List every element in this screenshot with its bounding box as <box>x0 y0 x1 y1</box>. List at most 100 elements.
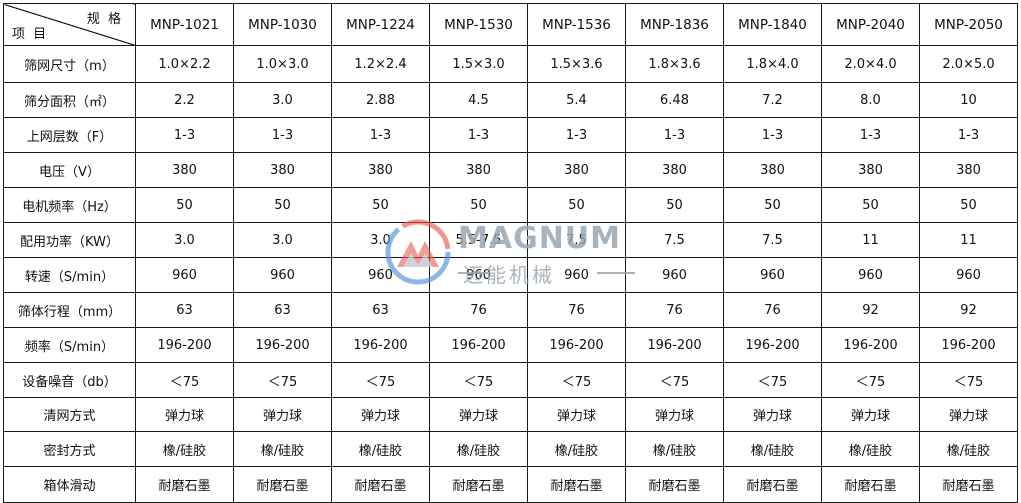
table-cell: 4.5 <box>429 82 528 118</box>
table-cell: 1-3 <box>919 117 1018 153</box>
table-cell: 380 <box>135 152 234 188</box>
table-row: 上网层数（F） 1-3 1-3 1-3 1-3 1-3 1-3 1-3 1-3 1-3 <box>3 117 1018 153</box>
table-cell: 63 <box>331 292 430 328</box>
model-header-cell: MNP-1021 <box>135 3 234 46</box>
table-cell: 橡/硅胶 <box>723 431 822 467</box>
model-header-cell: MNP-1536 <box>527 3 626 46</box>
table-cell: 弹力球 <box>331 397 430 432</box>
table-cell: 耐磨石墨 <box>331 466 430 503</box>
table-cell: 弹力球 <box>625 397 724 432</box>
table-cell: 橡/硅胶 <box>135 431 234 467</box>
table-cell: 弹力球 <box>919 397 1018 432</box>
table-cell: 1.8×3.6 <box>625 45 724 83</box>
table-row: 箱体滑动 耐磨石墨 耐磨石墨 耐磨石墨 耐磨石墨 耐磨石墨 耐磨石墨 耐磨石墨 耐磨石墨 耐磨石墨 <box>3 466 1018 503</box>
table-cell: 76 <box>429 292 528 328</box>
table-cell: 960 <box>625 257 724 293</box>
table-cell: 1-3 <box>821 117 920 153</box>
table-cell: 960 <box>331 257 430 293</box>
model-header-cell: MNP-1836 <box>625 3 724 46</box>
table-cell: 380 <box>919 152 1018 188</box>
table-cell: 耐磨石墨 <box>919 466 1018 503</box>
row-label: 电机频率（Hz） <box>3 187 136 223</box>
table-cell: 380 <box>429 152 528 188</box>
table-cell: 50 <box>429 187 528 223</box>
table-cell: 3.0 <box>233 82 332 118</box>
table-cell: 76 <box>625 292 724 328</box>
table-cell: 380 <box>527 152 626 188</box>
table-cell: 196-200 <box>919 327 1018 363</box>
model-header-cell: MNP-1224 <box>331 3 430 46</box>
table-cell: 92 <box>919 292 1018 328</box>
table-cell: 1-3 <box>429 117 528 153</box>
table-cell: 弹力球 <box>821 397 920 432</box>
table-cell: 耐磨石墨 <box>429 466 528 503</box>
table-cell: 1.5×3.0 <box>429 45 528 83</box>
table-row: 清网方式 弹力球 弹力球 弹力球 弹力球 弹力球 弹力球 弹力球 弹力球 弹力球 <box>3 397 1018 432</box>
table-cell: 50 <box>625 187 724 223</box>
table-cell: 耐磨石墨 <box>233 466 332 503</box>
model-header-cell: MNP-1530 <box>429 3 528 46</box>
spec-table: 规 格 项 目 MNP-1021 MNP-1030 MNP-1224 MNP-1530… <box>3 3 1018 503</box>
table-cell: 50 <box>821 187 920 223</box>
table-cell: 1-3 <box>723 117 822 153</box>
model-header-cell: MNP-1840 <box>723 3 822 46</box>
table-row: 频率（S/min） 196-200 196-200 196-200 196-200 196… <box>3 327 1018 363</box>
table-cell: 50 <box>723 187 822 223</box>
table-cell: 橡/硅胶 <box>821 431 920 467</box>
table-cell: 960 <box>135 257 234 293</box>
table-cell: 1-3 <box>527 117 626 153</box>
table-cell: 960 <box>233 257 332 293</box>
row-label: 配用功率（KW） <box>3 222 136 258</box>
table-cell: 橡/硅胶 <box>919 431 1018 467</box>
table-cell: ＜75 <box>723 362 822 398</box>
row-label: 密封方式 <box>3 431 136 467</box>
table-cell: 1-3 <box>331 117 430 153</box>
table-cell: 960 <box>527 257 626 293</box>
row-label: 清网方式 <box>3 397 136 432</box>
table-cell: 11 <box>821 222 920 258</box>
table-cell: 2.0×5.0 <box>919 45 1018 83</box>
table-row: 转速（S/min） 960 960 960 960 960 960 960 960 960 <box>3 257 1018 293</box>
table-cell: 弹力球 <box>135 397 234 432</box>
table-row: 配用功率（KW） 3.0 3.0 3.0 5.5-7.5 7.5 7.5 7.5 11 11 <box>3 222 1018 258</box>
table-cell: 380 <box>625 152 724 188</box>
table-cell: 7.2 <box>723 82 822 118</box>
table-cell: 2.0×4.0 <box>821 45 920 83</box>
table-cell: ＜75 <box>135 362 234 398</box>
table-row: 电机频率（Hz） 50 50 50 50 50 50 50 50 50 <box>3 187 1018 223</box>
table-cell: 2.88 <box>331 82 430 118</box>
table-cell: 11 <box>919 222 1018 258</box>
table-cell: 橡/硅胶 <box>429 431 528 467</box>
table-cell: 92 <box>821 292 920 328</box>
table-cell: 弹力球 <box>429 397 528 432</box>
header-row: 规 格 项 目 MNP-1021 MNP-1030 MNP-1224 MNP-1530… <box>3 3 1018 46</box>
table-cell: 弹力球 <box>233 397 332 432</box>
table-cell: 50 <box>233 187 332 223</box>
table-cell: 8.0 <box>821 82 920 118</box>
row-label: 筛分面积（㎡） <box>3 82 136 118</box>
table-cell: 960 <box>723 257 822 293</box>
table-cell: 弹力球 <box>723 397 822 432</box>
table-cell: 196-200 <box>821 327 920 363</box>
table-cell: 3.0 <box>331 222 430 258</box>
model-header-cell: MNP-2050 <box>919 3 1018 46</box>
table-cell: 1.5×3.6 <box>527 45 626 83</box>
row-label: 上网层数（F） <box>3 117 136 153</box>
table-cell: 耐磨石墨 <box>625 466 724 503</box>
table-cell: 耐磨石墨 <box>821 466 920 503</box>
table-cell: 1.0×3.0 <box>233 45 332 83</box>
table-cell: 耐磨石墨 <box>135 466 234 503</box>
table-cell: 380 <box>821 152 920 188</box>
table-cell: 76 <box>723 292 822 328</box>
table-cell: ＜75 <box>429 362 528 398</box>
row-label: 设备噪音（db） <box>3 362 136 398</box>
row-label: 筛体行程（mm） <box>3 292 136 328</box>
table-cell: 960 <box>919 257 1018 293</box>
table-cell: ＜75 <box>821 362 920 398</box>
table-cell: ＜75 <box>919 362 1018 398</box>
table-row: 电压（V） 380 380 380 380 380 380 380 380 380 <box>3 152 1018 188</box>
table-cell: 3.0 <box>233 222 332 258</box>
table-cell: ＜75 <box>233 362 332 398</box>
table-row: 密封方式 橡/硅胶 橡/硅胶 橡/硅胶 橡/硅胶 橡/硅胶 橡/硅胶 橡/硅胶 橡/硅胶 橡/硅胶 <box>3 431 1018 467</box>
table-cell: 50 <box>135 187 234 223</box>
